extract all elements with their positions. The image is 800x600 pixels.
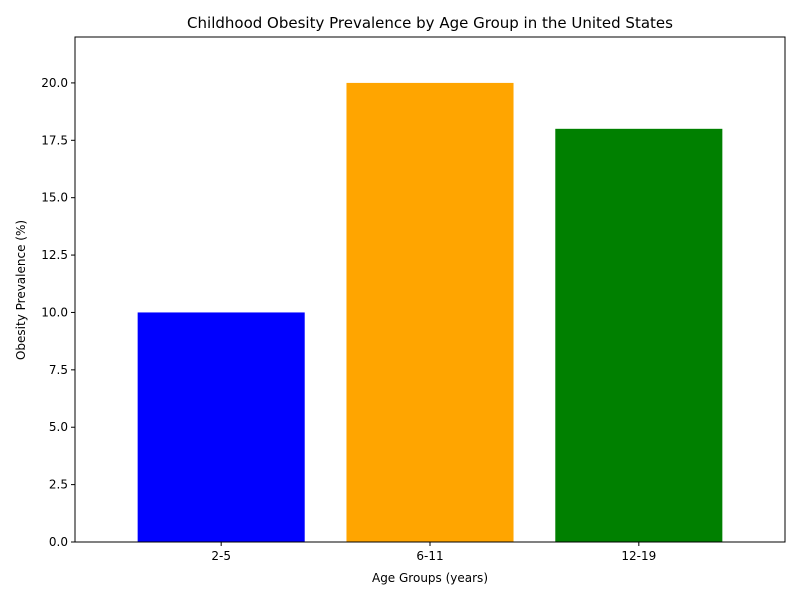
y-axis-label: Obesity Prevalence (%): [14, 220, 28, 360]
bar-2-5: [137, 312, 305, 542]
x-tick-label: 6-11: [416, 549, 443, 563]
y-tick-label: 0.0: [49, 535, 68, 549]
y-tick-label: 5.0: [49, 420, 68, 434]
axes-frame: [74, 36, 786, 543]
x-axis-label: Age Groups (years): [372, 571, 488, 585]
bar-12-19: [555, 128, 723, 542]
y-tick-label: 20.0: [41, 76, 68, 90]
y-tick-label: 10.0: [41, 305, 68, 319]
x-tick-label: 12-19: [621, 549, 656, 563]
y-tick-label: 15.0: [41, 191, 68, 205]
y-tick-label: 7.5: [49, 363, 68, 377]
bar-6-11: [346, 82, 514, 542]
y-tick-label: 12.5: [41, 248, 68, 262]
chart-title: Childhood Obesity Prevalence by Age Grou…: [187, 14, 673, 32]
y-tick-label: 2.5: [49, 478, 68, 492]
y-tick-label: 17.5: [41, 133, 68, 147]
plot-area: 2-5 6-11 12-19 0.0 2.5 5.0 7.5 10.0 12.5 15.0 17.5…: [41, 36, 786, 563]
x-tick-label: 2-5: [211, 549, 231, 563]
